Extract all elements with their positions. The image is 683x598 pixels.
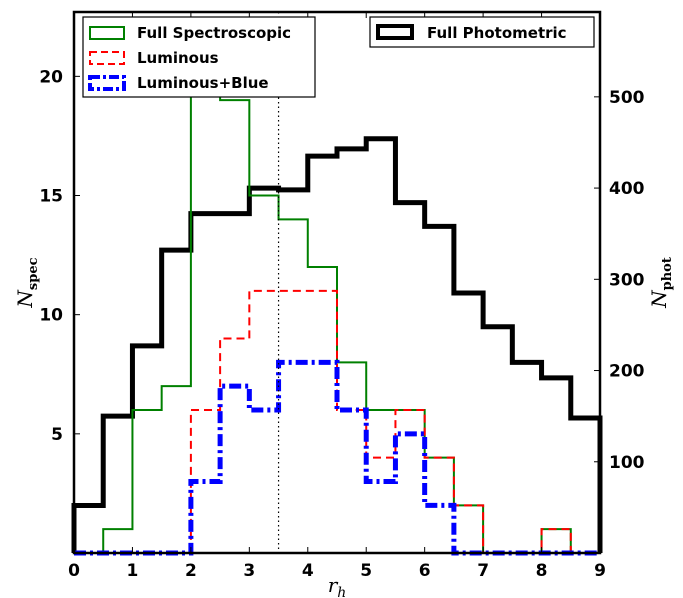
y-tick-label: 5 [51,425,63,445]
y2-tick-label: 300 [609,270,645,290]
x-tick-label: 4 [302,561,314,581]
series-full-photometric-line [71,136,603,553]
y-tick-label: 15 [39,187,63,207]
x-tick-label: 5 [360,561,372,581]
y-tick-label: 10 [39,306,63,326]
y2-tick-label: 100 [609,453,645,473]
x-axis-label-main: r [328,573,339,597]
y2-tick-label: 200 [609,362,645,382]
y2-tick-label: 500 [609,88,645,108]
x-tick-label: 8 [536,561,548,581]
y-axis-label-main: N [13,289,37,309]
legend-label: Full Spectroscopic [137,24,291,42]
y2-axis-label-subscript: phot [660,257,675,290]
x-tick-label: 1 [127,561,139,581]
x-tick-label: 7 [477,561,489,581]
x-tick-label: 3 [243,561,255,581]
series-luminous-line [74,289,600,554]
y-axis-label-subscript: spec [26,257,41,290]
legend-label: Luminous [137,49,219,67]
legend-swatch [89,26,125,40]
legend-swatch [89,51,125,65]
x-tick-label: 2 [185,561,197,581]
legend-label: Full Photometric [427,24,567,42]
x-tick-label: 6 [419,561,431,581]
legend-right-box [369,16,595,48]
legend-left-box [82,16,316,98]
legend-swatch [88,75,126,91]
x-tick-label: 9 [594,561,606,581]
x-tick-label: 0 [68,561,80,581]
x-axis-label: rh [328,573,347,598]
x-axis-label-subscript: h [337,585,346,598]
y-tick-label: 20 [39,67,63,87]
series-luminous-blue-line [74,359,600,556]
legend-swatch [376,24,414,40]
legend-label: Luminous+Blue [137,74,269,92]
y2-axis-label-main: N [647,289,671,309]
y2-tick-label: 400 [609,179,645,199]
y-axis-label: Nspec [13,257,41,308]
y2-axis-label: Nphot [647,257,675,309]
plot-frame [72,10,602,555]
